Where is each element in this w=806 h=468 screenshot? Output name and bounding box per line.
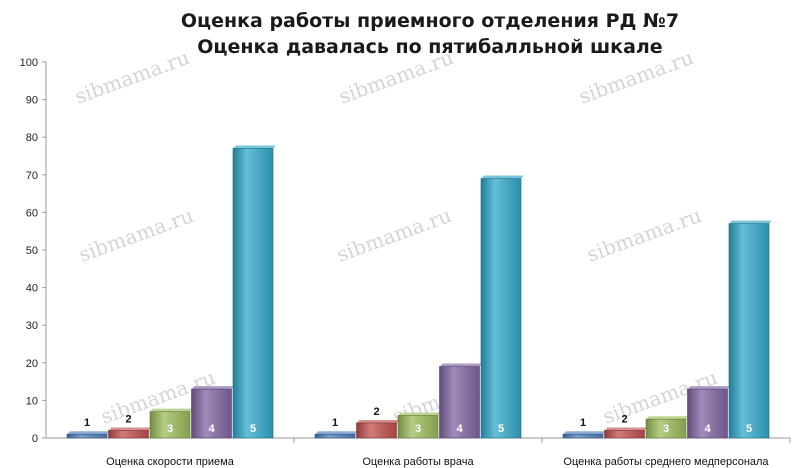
category-label: Оценка работы врача (362, 456, 474, 468)
y-tick-label: 50 (26, 245, 38, 257)
category-label: Оценка работы среднего медперсонала (563, 456, 769, 468)
bar-series-label: 1 (84, 417, 90, 429)
bar (149, 411, 191, 439)
y-tick-label: 20 (26, 358, 38, 370)
bar (397, 415, 439, 439)
bar-top (315, 431, 358, 435)
bar-top (150, 408, 193, 412)
bar (645, 418, 687, 439)
y-tick-label: 40 (26, 283, 38, 295)
watermark-text: sibmama.ru (334, 203, 455, 267)
bar-series-label: 1 (332, 417, 338, 429)
bar (604, 430, 645, 439)
bar-top (687, 386, 731, 390)
bar-top (563, 431, 606, 435)
watermark-text: sibmama.ru (76, 203, 197, 267)
bar-series-label: 4 (704, 423, 711, 435)
bar-top (356, 419, 400, 423)
bar-series-label: 5 (250, 423, 256, 435)
y-tick-label: 60 (26, 207, 38, 219)
bar (108, 430, 149, 439)
bar-top (108, 427, 152, 431)
y-tick-label: 0 (32, 433, 38, 445)
bar-series-label: 2 (621, 413, 627, 425)
y-tick-label: 10 (26, 395, 38, 407)
bar-top (191, 386, 235, 390)
bar-series-label: 4 (208, 423, 215, 435)
y-tick-label: 80 (26, 132, 38, 144)
watermark-layer: sibmama.ru sibmama.ru sibmama.ru sibmama.ru… (72, 45, 721, 429)
bar (356, 422, 397, 439)
bar (314, 433, 356, 439)
watermark-text: sibmama.ru (584, 203, 705, 267)
bar-series-label: 3 (415, 423, 421, 435)
bar (66, 433, 108, 439)
bar-series-label: 3 (167, 423, 173, 435)
watermark-text: sibmama.ru (72, 45, 193, 109)
bar-series-label: 2 (125, 413, 131, 425)
bar-top (481, 175, 524, 179)
bar-top (729, 220, 772, 224)
bar (480, 178, 522, 439)
bar-series-label: 5 (746, 423, 752, 435)
bar-top (398, 412, 441, 416)
bar-top (233, 145, 276, 149)
y-tick-label: 90 (26, 95, 38, 107)
chart-title-line-2: Оценка давалась по пятибалльной шкале (197, 36, 662, 58)
bar (191, 388, 232, 439)
bar-top (439, 363, 483, 367)
y-tick-label: 30 (26, 320, 38, 332)
category-label: Оценка скорости приема (106, 456, 235, 468)
bar-series-label: 4 (456, 423, 463, 435)
bar (728, 223, 770, 439)
bar-top (604, 427, 648, 431)
bar-series-label: 3 (663, 423, 669, 435)
bar (687, 388, 728, 439)
chart-title-line-1: Оценка работы приемного отделения РД №7 (181, 10, 679, 32)
bar-top (646, 416, 689, 420)
bar-series-label: 2 (373, 406, 379, 418)
bar (439, 366, 480, 439)
y-tick-label: 100 (20, 57, 38, 69)
bar-series-label: 1 (580, 417, 586, 429)
y-tick-label: 70 (26, 170, 38, 182)
labels: 1 2 3 4 5 Оценка скорости приема 1 2 3 4 5 Оценка р… (84, 406, 770, 468)
bars (66, 145, 772, 439)
bar-top (67, 431, 110, 435)
bar (232, 148, 274, 439)
bar-series-label: 5 (498, 423, 504, 435)
bar (562, 433, 604, 439)
